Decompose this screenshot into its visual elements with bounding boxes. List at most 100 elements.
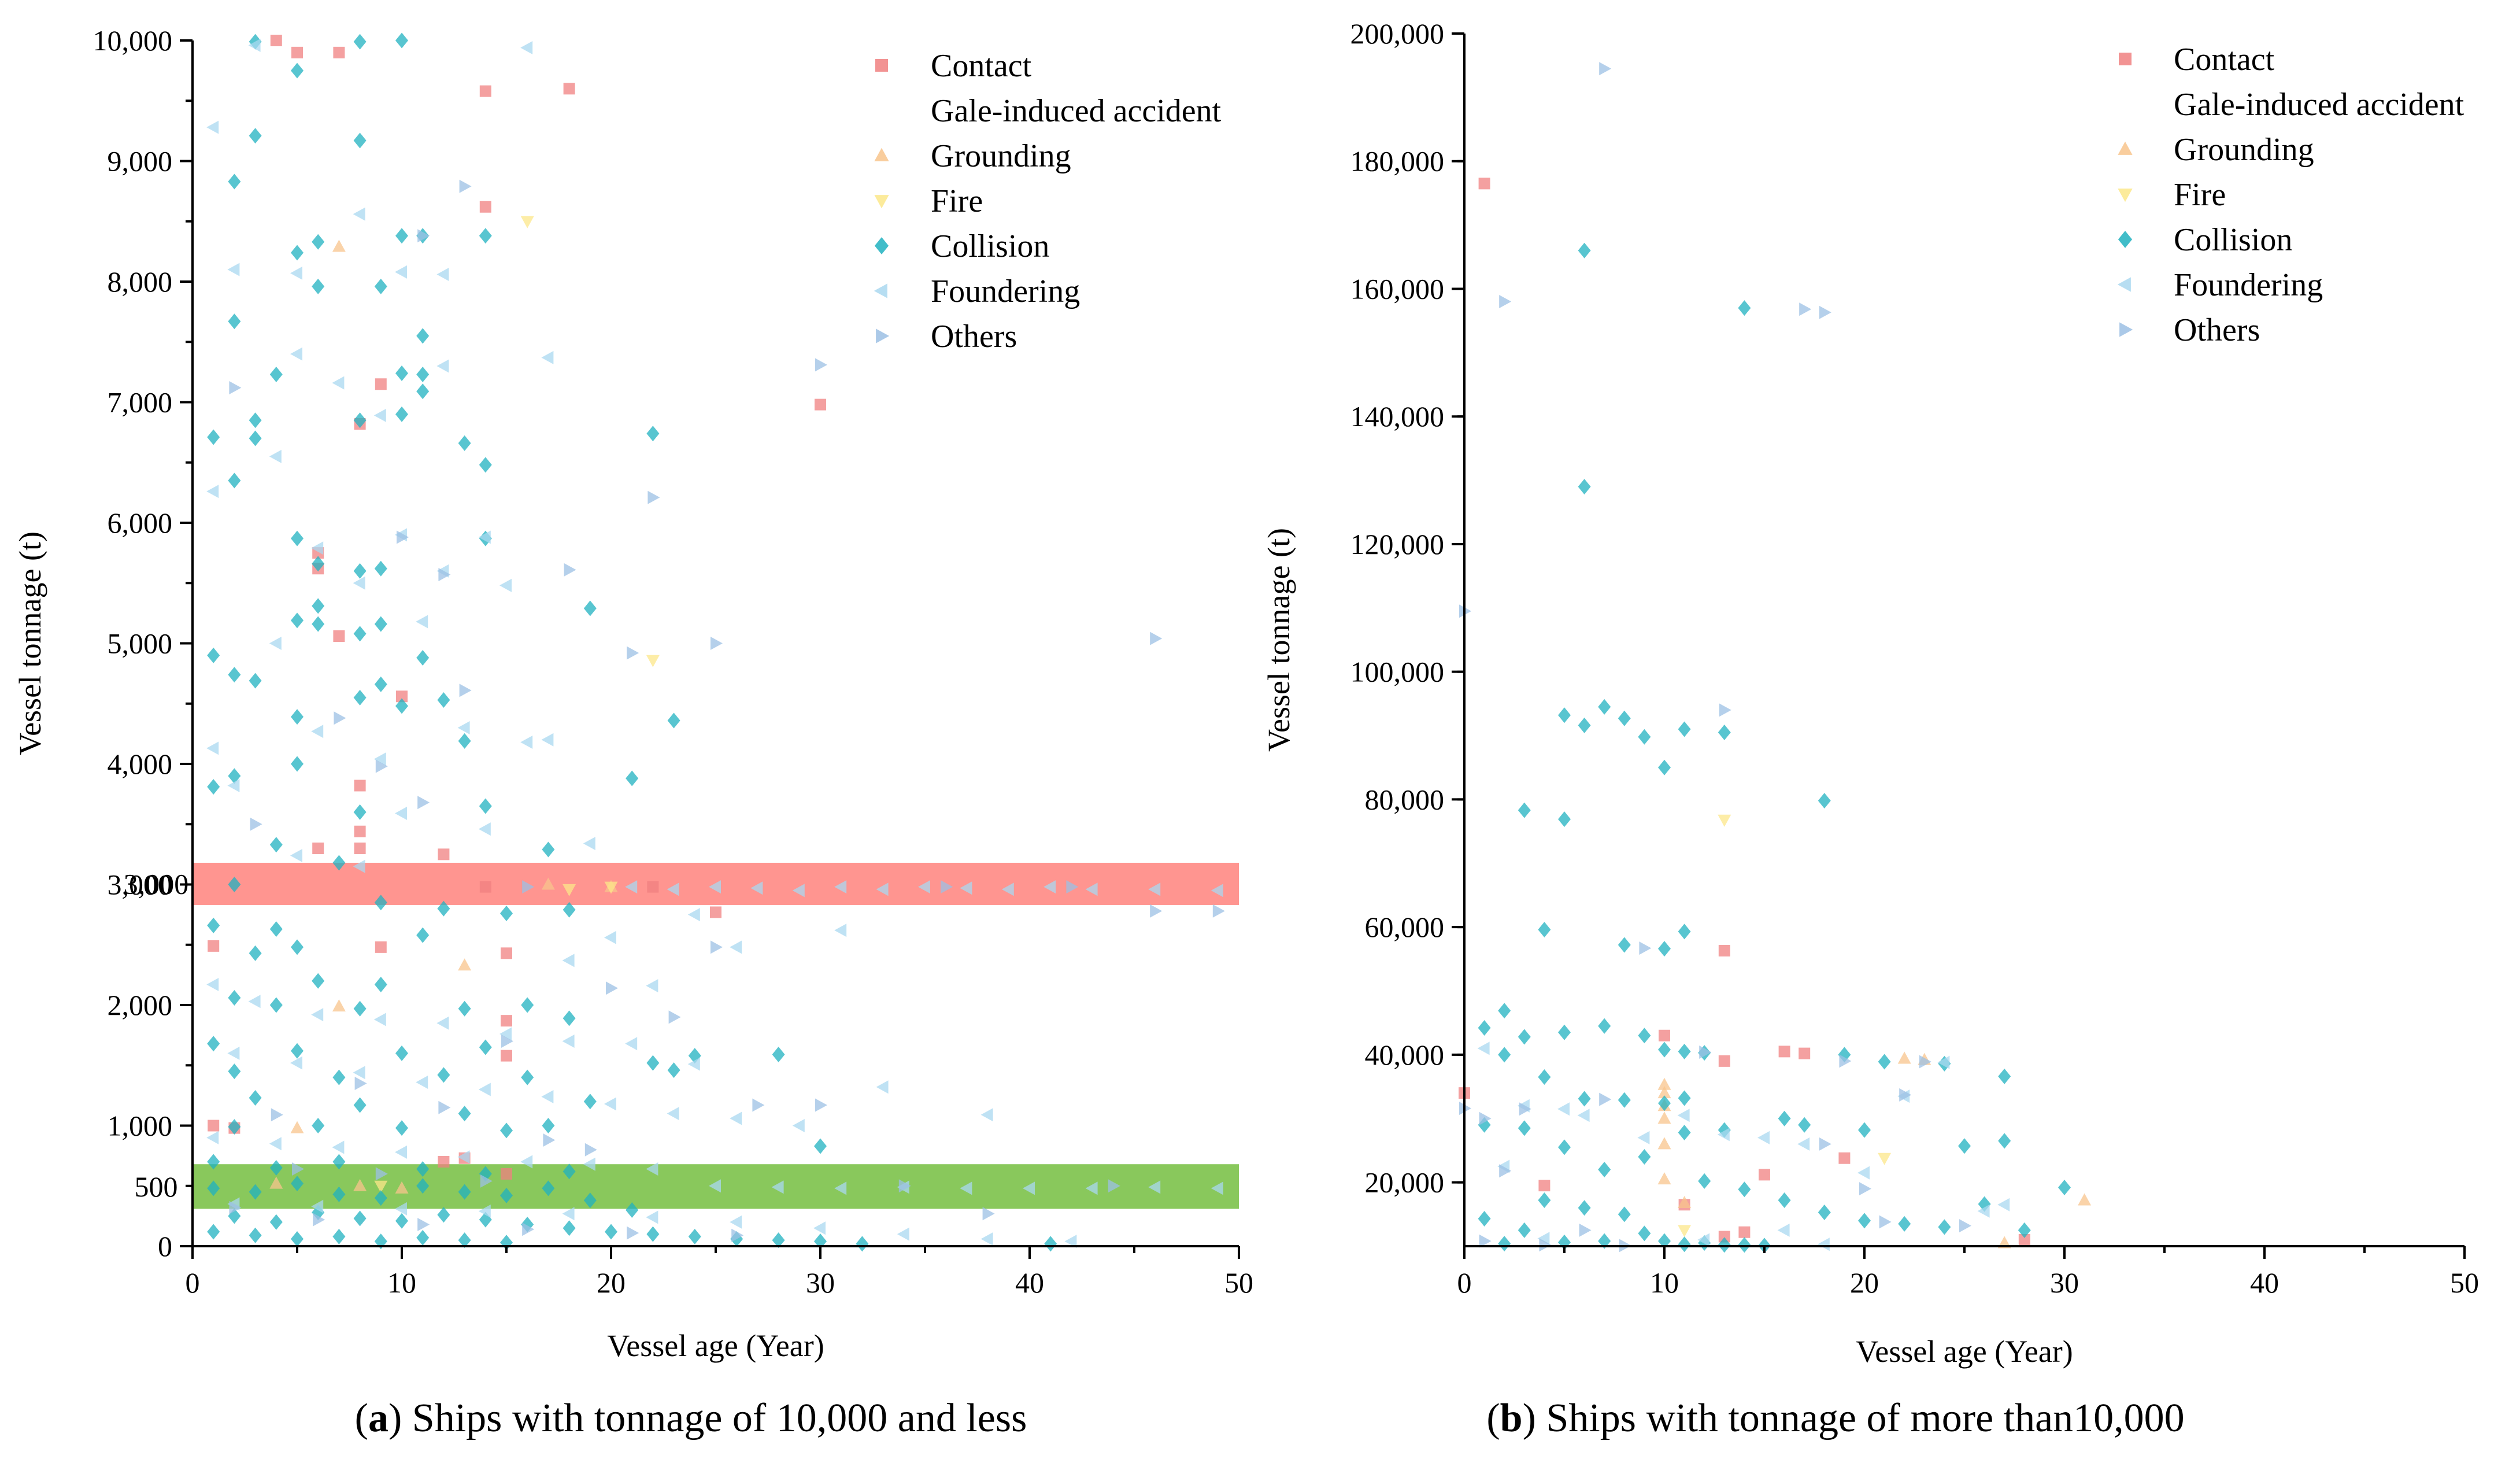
panel-a-point-others-32 [292,1162,304,1176]
panel-b-point-collision-58 [2058,1179,2071,1195]
panel-a-point-foundering-66 [353,1066,365,1080]
panel-a-legend-label-foundering: Foundering [931,274,1080,309]
panel-b-point-others-15 [1579,1223,1592,1237]
panel-b-point-collision-8 [1678,721,1691,737]
panel-b-axes [1463,34,2465,1247]
panel-b-xtick-label-1: 10 [1650,1266,1679,1299]
panel-a-point-collision-137 [332,1228,346,1244]
panel-b-ytick-label-2: 60,000 [1365,911,1445,943]
panel-a-point-collision-12 [312,278,325,294]
panel-a-point-grounding-8 [353,1179,367,1191]
panel-a-series-foundering [206,38,1223,1249]
panel-a-point-foundering-45 [1043,880,1056,894]
panel-a-point-foundering-90 [1085,1181,1098,1195]
panel-a-point-collision-11 [479,228,492,244]
panel-a-point-contact-22 [501,1015,512,1027]
panel-a-ytick-label-3: 3,000 [108,869,173,901]
panel-a-point-foundering-75 [980,1108,993,1122]
panel-a-point-foundering-69 [541,1089,554,1103]
panel-b-point-contact-5 [1718,1055,1730,1067]
panel-a-point-others-2 [229,381,242,394]
panel-b-point-contact-7 [1838,1152,1851,1164]
panel-b-legend: Contact Gale-induced accident Grounding Fir… [2117,42,2465,348]
panel-a-point-foundering-60 [499,1027,512,1041]
panel-a-point-collision-134 [207,1224,220,1240]
panel-a-series-collision [207,32,1057,1252]
panel-b-point-contact-11 [1738,1226,1751,1238]
panel-a-point-foundering-83 [646,1162,658,1176]
panel-a-point-contact-28 [208,1120,220,1132]
panel-b-legend-label-foundering: Foundering [2174,267,2323,303]
panel-a-point-collision-19 [416,383,430,400]
panel-b-point-grounding-9 [1678,1195,1692,1208]
panel-a-point-foundering-33 [290,848,302,862]
panel-a-point-foundering-8 [541,350,554,364]
panel-a-xtick-label-0: 0 [186,1266,200,1299]
panel-b-legend-marker-collision [2118,231,2133,248]
panel-a-point-foundering-88 [960,1181,972,1195]
panel-b-point-foundering-9 [1857,1166,1870,1180]
panel-b-point-collision-65 [1658,1233,1671,1249]
panel-b-ytick-label-4: 100,000 [1350,656,1445,688]
panel-b-point-others-10 [1599,1092,1612,1106]
panel-a-point-foundering-44 [1001,882,1014,896]
panel-b-point-contact-0 [1478,178,1490,190]
panel-a-point-collision-80 [395,1045,408,1061]
panel-a-point-fire-4 [374,1180,388,1193]
panel-a-point-fire-0 [520,216,534,228]
panel-b-point-foundering-0 [1477,1041,1490,1055]
panel-b-point-collision-39 [1798,1117,1811,1133]
panel-a-point-collision-97 [395,1120,408,1136]
panel-b-point-others-16 [1859,1182,1871,1196]
panel-b-point-contact-13 [1718,1231,1730,1243]
panel-a-point-contact-19 [375,941,387,953]
panel-a-point-collision-45 [395,698,408,714]
panel-b-legend-label-gale-induced-accident: Gale-induced accident [2174,87,2465,123]
panel-b-point-collision-53 [1858,1213,1871,1229]
panel-a-point-collision-22 [207,429,220,445]
panel-b-point-grounding-7 [1657,1172,1671,1185]
panel-a-point-foundering-63 [687,1057,700,1071]
panel-a-point-foundering-92 [1211,1181,1223,1195]
panel-a-point-foundering-85 [771,1180,784,1194]
panel-a-point-foundering-25 [206,741,219,755]
panel-a-point-collision-93 [458,1106,471,1122]
panel-a-band-label-0: 3,000 [124,867,189,900]
panel-b-point-contact-8 [1759,1169,1770,1181]
panel-b-point-collision-61 [1538,1192,1551,1209]
panel-b-point-collision-33 [1578,1091,1591,1107]
panel-a-point-foundering-98 [646,1210,658,1224]
panel-a-point-foundering-46 [1085,882,1098,896]
panel-a-point-contact-11 [333,630,345,642]
panel-a-point-collision-89 [521,1069,534,1085]
panel-a-point-contact-14 [354,825,366,837]
panel-b-point-collision-35 [1658,1095,1671,1111]
panel-a-point-collision-38 [312,616,325,632]
panel-a-point-foundering-6 [436,267,449,281]
panel-b-point-others-9 [1919,1055,1931,1069]
panel-b-point-collision-36 [1678,1090,1691,1106]
panel-a-point-foundering-50 [834,924,847,937]
panel-b-point-collision-22 [1598,1018,1611,1034]
panel-a-point-others-14 [250,817,262,831]
panel-a-point-others-26 [501,1035,513,1048]
panel-a-series-contact [208,35,826,1180]
panel-b-point-collision-31 [1498,1047,1511,1063]
panel-b: 0 10 20 30 40 50 20,000 40,000 60,000 80,000 100,0… [1261,17,2479,1440]
panel-a-point-collision-23 [249,430,262,446]
panel-a-point-collision-30 [291,530,304,546]
panel-a-point-others-40 [417,1217,430,1231]
panel-a-point-others-13 [375,759,388,773]
panel-a-point-grounding-7 [269,1176,283,1189]
panel-a-point-others-20 [1212,904,1225,918]
panel-a-point-foundering-30 [395,806,407,820]
panel-a-point-collision-42 [249,673,262,689]
panel-a-point-collision-77 [563,1010,576,1026]
panel-a-point-collision-50 [458,733,471,749]
panel-a-point-foundering-27 [373,752,386,766]
panel-a-point-collision-81 [479,1039,492,1055]
panel-b-point-others-11 [1519,1102,1531,1116]
panel-b-point-contact-4 [1799,1047,1811,1059]
panel-a-point-collision-16 [269,367,283,383]
